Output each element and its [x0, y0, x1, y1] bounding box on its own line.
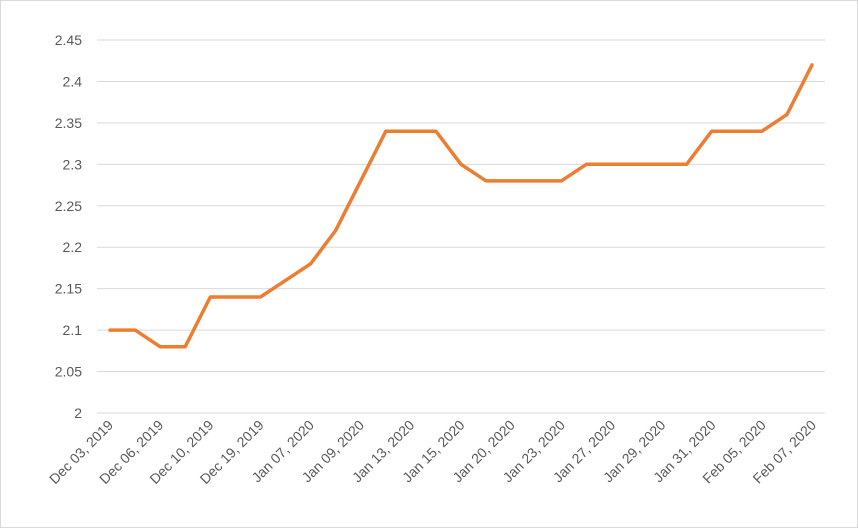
- y-tick-label: 2.35: [55, 115, 82, 131]
- y-tick-label: 2: [74, 405, 82, 421]
- y-tick-label: 2.05: [55, 364, 82, 380]
- y-tick-label: 2.4: [63, 73, 83, 89]
- series-line: [108, 63, 814, 349]
- y-tick-label: 2.1: [63, 322, 83, 338]
- y-tick-label: 2.3: [63, 156, 83, 172]
- y-tick-label: 2.15: [55, 281, 82, 297]
- y-tick-label: 2.45: [55, 32, 82, 48]
- y-tick-label: 2.2: [63, 239, 83, 255]
- y-tick-label: 2.25: [55, 198, 82, 214]
